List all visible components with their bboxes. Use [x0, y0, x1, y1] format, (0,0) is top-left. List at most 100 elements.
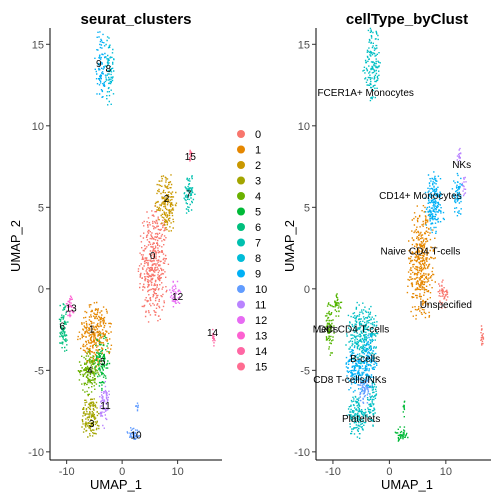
right-y-axis-label: UMAP_2	[282, 220, 297, 272]
right-y-tick-label--10: -10	[294, 447, 310, 459]
left-x-tick-label--10: -10	[59, 466, 75, 478]
legend-label-9: 9	[255, 269, 261, 281]
legend-label-4: 4	[255, 191, 261, 203]
left-cluster-1-blob-0	[77, 302, 112, 368]
left-cluster-0-label: 0	[150, 251, 156, 262]
right-group-3-blob-1	[480, 325, 484, 345]
right-y-tick-label--5: -5	[300, 365, 310, 377]
legend-label-6: 6	[255, 222, 261, 234]
left-cluster-1-label: 1	[89, 325, 95, 336]
left-cluster-0-points	[138, 205, 169, 322]
legend-label-0: 0	[255, 129, 261, 141]
right-group-3-label: Unspecified	[420, 300, 472, 311]
legend-label-11: 11	[255, 300, 266, 312]
right-group-2-label: NKs	[452, 160, 471, 171]
legend-swatch-8	[237, 254, 245, 262]
left-y-axis-label: UMAP_2	[8, 220, 23, 272]
right-group-8-label: CD8 T-cells/NKs	[313, 375, 386, 386]
left-y-tick-label-15: 15	[32, 39, 44, 51]
left-cluster-15-label: 15	[185, 152, 197, 163]
right-y-tick-label-0: 0	[304, 284, 310, 296]
left-chart-title: seurat_clusters	[81, 11, 192, 28]
legend-swatch-0	[237, 130, 245, 138]
left-cluster-13-label: 13	[66, 303, 78, 314]
right-x-tick-label--10: -10	[325, 466, 341, 478]
legend-label-10: 10	[255, 284, 267, 296]
left-x-tick-label-10: 10	[171, 466, 183, 478]
left-cluster-2-label: 2	[164, 194, 170, 205]
legend-swatch-7	[237, 239, 245, 247]
left-cluster-5-label: 5	[100, 357, 106, 368]
right-group-6-label: DCs	[319, 325, 338, 336]
right-group-7-label: B-cells	[350, 354, 380, 365]
legend-label-13: 13	[255, 331, 267, 343]
legend-label-2: 2	[255, 160, 261, 172]
legend-swatch-3	[237, 177, 245, 185]
legend-label-8: 8	[255, 253, 261, 265]
left-y-tick-label-10: 10	[32, 121, 44, 133]
legend-swatch-5	[237, 208, 245, 216]
left-cluster-12-label: 12	[172, 292, 184, 303]
left-cluster-6-label: 6	[59, 321, 65, 332]
left-y-tick-label-5: 5	[38, 202, 44, 214]
legend-label-14: 14	[255, 346, 267, 358]
left-cluster-4-label: 4	[87, 365, 93, 376]
left-cluster-14-label: 14	[207, 328, 219, 339]
left-cluster-10-label: 10	[130, 431, 142, 442]
left-cluster-9-label: 9	[96, 59, 102, 70]
legend-swatch-13	[237, 332, 245, 340]
legend-swatch-11	[237, 301, 245, 309]
right-group-0-label: Naive CD4 T-cells	[381, 246, 461, 257]
right-x-axis-label: UMAP_1	[381, 477, 433, 492]
left-y-tick-label-0: 0	[38, 284, 44, 296]
legend-swatch-14	[237, 347, 245, 355]
right-y-tick-label-5: 5	[304, 202, 310, 214]
left-cluster-8-label: 8	[105, 64, 111, 75]
right-group-4-label: FCER1A+ Monocytes	[317, 88, 413, 99]
right-group-1-blob-0	[424, 171, 445, 234]
right-group-3-points	[438, 280, 485, 346]
left-cluster-11-label: 11	[100, 401, 111, 412]
legend-label-15: 15	[255, 362, 267, 374]
left-y-tick-label--10: -10	[28, 447, 44, 459]
legend-swatch-10	[237, 285, 245, 293]
legend-swatch-6	[237, 223, 245, 231]
legend-swatch-2	[237, 161, 245, 169]
right-y-tick-label-15: 15	[298, 39, 310, 51]
legend-swatch-4	[237, 192, 245, 200]
left-x-axis-label: UMAP_1	[90, 477, 142, 492]
right-group-10-blob-0	[395, 426, 409, 442]
left-y-tick-label--5: -5	[34, 365, 44, 377]
left-cluster-10-blob-1	[135, 403, 139, 412]
right-y-tick-label-10: 10	[298, 121, 310, 133]
left-cluster-3-blob-0	[81, 395, 99, 438]
right-group-1-label: CD14+ Monocytes	[379, 191, 462, 202]
right-group-10-points	[395, 401, 409, 442]
right-chart-title: cellType_byClust	[346, 11, 468, 28]
legend-label-1: 1	[255, 145, 261, 157]
left-cluster-7-label: 7	[186, 189, 192, 200]
legend-label-3: 3	[255, 176, 261, 188]
celltype-panel: cellType_byClust Naive CD4 T-cells CD14+ …	[282, 11, 491, 492]
right-x-tick-label-10: 10	[440, 466, 452, 478]
right-celltype-labels: Naive CD4 T-cells CD14+ Monocytes NKs Unspe…	[313, 88, 472, 425]
legend-label-7: 7	[255, 238, 261, 250]
right-group-9-points	[346, 381, 377, 439]
legend-swatch-12	[237, 316, 245, 324]
right-group-6-blob-1	[333, 293, 343, 317]
legend-swatch-1	[237, 146, 245, 154]
left-cluster-3-label: 3	[89, 419, 95, 430]
right-group-2-blob-1	[462, 177, 467, 196]
right-group-9-label: Platelets	[342, 414, 380, 425]
legend-swatch-9	[237, 270, 245, 278]
legend-label-5: 5	[255, 207, 261, 219]
right-group-10-blob-1	[403, 401, 406, 418]
left-cluster-3-points	[81, 395, 99, 438]
left-scatter-points	[59, 31, 216, 440]
right-group-1-points	[424, 171, 463, 234]
legend-label-12: 12	[255, 315, 267, 327]
